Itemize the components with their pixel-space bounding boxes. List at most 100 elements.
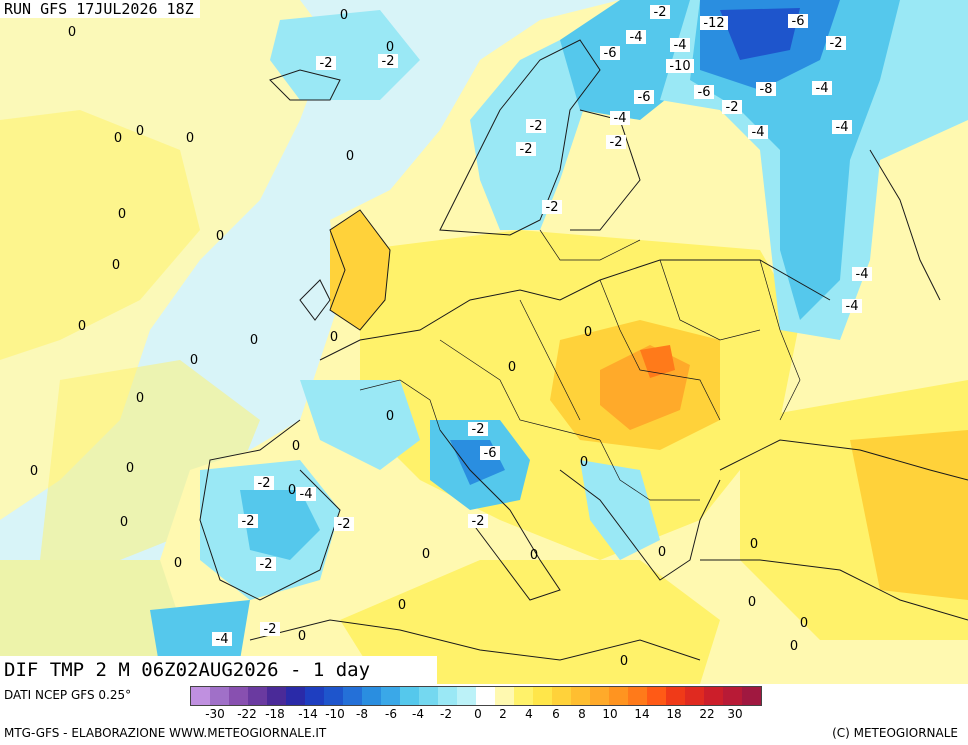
- iceland-cool-patch: [270, 10, 420, 100]
- credit-right: (C) METEOGIORNALE: [832, 726, 958, 740]
- contour-label-bg: [756, 82, 776, 96]
- temperature-anomaly-map: 0 -2 -12 -6 -4 -2 0 0 -2 -2 -6 -4 -10 -4 -6 -6 -8 -2 -4 -4-…: [0, 0, 968, 684]
- scandinavia-cool: [470, 40, 600, 230]
- contour-label: -6: [638, 90, 651, 105]
- legend-swatch: [590, 687, 609, 705]
- contour-label: 0: [114, 131, 122, 146]
- contour-label: -6: [698, 85, 711, 100]
- contour-label: -2: [530, 119, 543, 134]
- contour-label: 0: [30, 464, 38, 479]
- contour-label: 0: [136, 391, 144, 406]
- contour-label: 0: [530, 548, 538, 563]
- contour-label: 0: [126, 461, 134, 476]
- legend-tick-label: 18: [666, 707, 682, 721]
- contour-label: -2: [338, 517, 351, 532]
- run-label: RUN GFS 17JUL2026 18Z: [0, 0, 200, 18]
- iberia-cool-core: [240, 490, 320, 560]
- legend-swatch: [647, 687, 666, 705]
- legend-tick-label: -30: [205, 707, 225, 721]
- legend-tick-label: -10: [325, 707, 345, 721]
- contour-label: 0: [112, 258, 120, 273]
- contour-label: 0: [330, 330, 338, 345]
- legend-swatch: [495, 687, 514, 705]
- contour-label-bg: [748, 125, 768, 139]
- contour-label-bg: [812, 81, 832, 95]
- legend-tick-label: -22: [237, 707, 257, 721]
- contour-label: -2: [520, 142, 533, 157]
- contour-label-bg: [516, 142, 536, 156]
- contour-label: 0: [748, 595, 756, 610]
- contour-label-bg: [626, 30, 646, 44]
- legend-swatch: [457, 687, 476, 705]
- legend-swatch: [438, 687, 457, 705]
- contour-label: 0: [298, 629, 306, 644]
- contour-labels: 0 -2-12 -6-4 -200-2 -2-6-4-10-4-6 -6 -8-2-4-4-…: [30, 5, 872, 669]
- contour-label-bg: [256, 557, 276, 571]
- contour-label: 0: [584, 325, 592, 340]
- contour-label-bg: [666, 59, 694, 73]
- legend-swatch: [305, 687, 324, 705]
- legend-tick-label: 2: [499, 707, 507, 721]
- contour-label: 0: [186, 131, 194, 146]
- legend-swatch: [571, 687, 590, 705]
- contour-label: 0: [658, 545, 666, 560]
- legend-tick-label: -14: [298, 707, 318, 721]
- contour-label: 0: [422, 547, 430, 562]
- legend-swatch: [324, 687, 343, 705]
- credit-left: MTG-GFS - ELABORAZIONE WWW.METEOGIORNALE…: [4, 726, 327, 740]
- contour-label: 0: [174, 556, 182, 571]
- contour-label-bg: [610, 111, 630, 125]
- legend-swatch: [267, 687, 286, 705]
- color-legend: [190, 686, 762, 706]
- contour-label: 0: [620, 654, 628, 669]
- contour-label: -2: [382, 54, 395, 69]
- legend-swatch: [229, 687, 248, 705]
- contour-label-bg: [260, 622, 280, 636]
- legend-tick-label: 4: [525, 707, 533, 721]
- contour-label: -4: [856, 267, 869, 282]
- contour-label: 0: [78, 319, 86, 334]
- contour-label-bg: [722, 100, 742, 114]
- contour-label-bg: [606, 135, 626, 149]
- contour-label: 0: [346, 149, 354, 164]
- contour-label: 0: [750, 537, 758, 552]
- contour-label-bg: [254, 476, 274, 490]
- contour-label: -4: [630, 30, 643, 45]
- legend-swatch: [723, 687, 742, 705]
- legend-swatch: [286, 687, 305, 705]
- atlantic-warm-patch: [0, 110, 200, 360]
- balkans-cool: [580, 460, 660, 560]
- uk-warm: [330, 210, 390, 330]
- legend-tick-label: -2: [440, 707, 452, 721]
- contour-label: 0: [386, 40, 394, 55]
- contour-label: -12: [703, 16, 724, 31]
- legend-swatch: [685, 687, 704, 705]
- contour-label: -2: [472, 514, 485, 529]
- contour-label: -2: [726, 100, 739, 115]
- morocco-cool: [150, 600, 250, 670]
- contour-label-bg: [542, 200, 562, 214]
- legend-tick-label: 0: [474, 707, 482, 721]
- contour-label: 0: [118, 207, 126, 222]
- contour-label-bg: [694, 85, 714, 99]
- contour-label-bg: [700, 16, 728, 30]
- contour-label-bg: [670, 38, 690, 52]
- contour-label: 0: [190, 353, 198, 368]
- contour-label: -6: [604, 46, 617, 61]
- contour-label: 0: [398, 598, 406, 613]
- contour-label: 0: [288, 483, 296, 498]
- contour-label-bg: [334, 517, 354, 531]
- legend-swatch: [609, 687, 628, 705]
- map-title: DIF TMP 2 M 06Z02AUG2026 - 1 day: [0, 656, 437, 684]
- map-canvas: 0 -2-12 -6-4 -200-2 -2-6-4-10-4-6 -6 -8-2-4-4-…: [0, 0, 968, 684]
- contour-label-bg: [468, 514, 488, 528]
- contour-label-bg: [826, 36, 846, 50]
- legend-swatch: [362, 687, 381, 705]
- contour-label: 0: [216, 229, 224, 244]
- contour-label: -4: [846, 299, 859, 314]
- legend-tick-label: 14: [634, 707, 650, 721]
- contour-label-bg: [650, 5, 670, 19]
- france-cool: [300, 380, 420, 470]
- contour-label: -4: [674, 38, 687, 53]
- contour-label: -2: [610, 135, 623, 150]
